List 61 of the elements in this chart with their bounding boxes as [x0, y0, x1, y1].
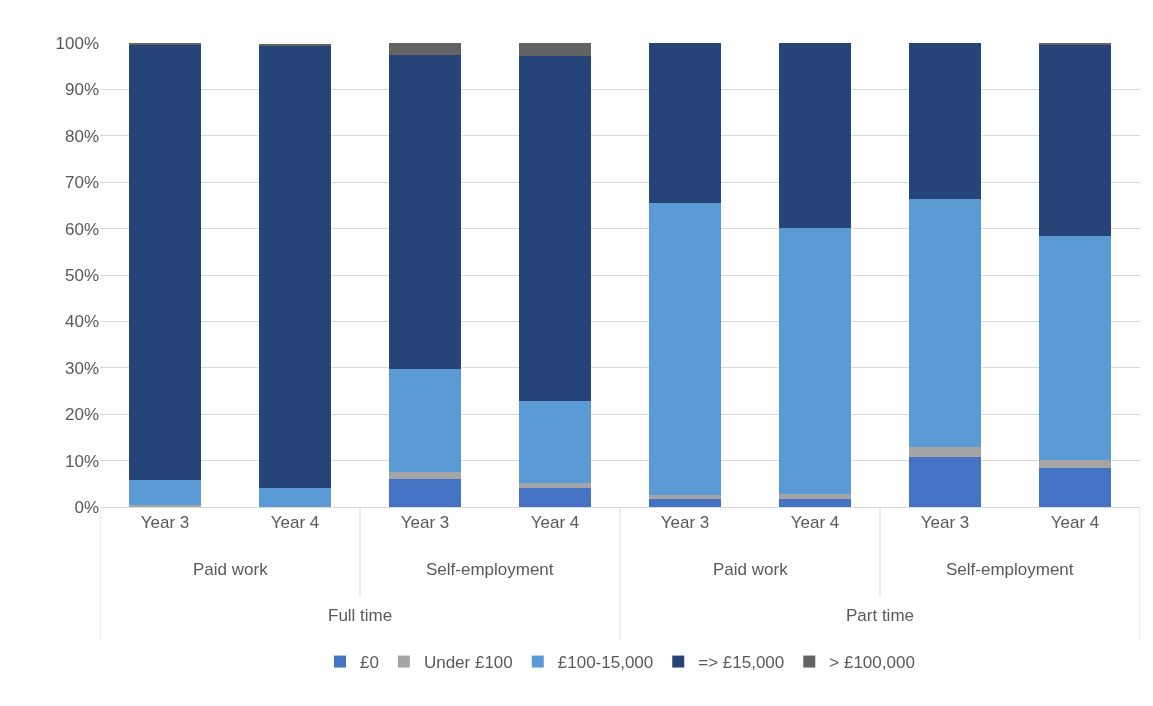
text: Self-employment [946, 560, 1074, 579]
x-tick-label: Year 4 [1050, 513, 1100, 533]
bar [259, 487, 331, 507]
bar [909, 43, 981, 199]
y-tick-label: 20% [64, 405, 99, 425]
bar [519, 401, 591, 483]
y-tick-label: 90% [64, 80, 99, 100]
bar [519, 43, 591, 56]
bar [1039, 44, 1111, 237]
legend-label: => £15,000 [698, 653, 785, 673]
y-tick-label: 0% [74, 497, 99, 517]
bar [519, 55, 591, 402]
bar [909, 456, 981, 507]
y-tick-label: 60% [64, 219, 99, 239]
bar [779, 43, 851, 228]
x-tick-label: Year 4 [790, 513, 840, 533]
y-tick-label: 40% [64, 312, 99, 332]
x-tick-label: Year 4 [530, 513, 580, 533]
bar [649, 203, 721, 495]
bar [519, 487, 591, 507]
bar [389, 54, 461, 370]
bar [1039, 460, 1111, 468]
bar [909, 446, 981, 457]
x-tick-label: Year 3 [400, 513, 450, 533]
y-tick-label: 70% [64, 173, 99, 193]
bar [909, 198, 981, 447]
text: Full time [328, 606, 393, 625]
text: Paid work [713, 560, 789, 579]
legend-label: > £100,000 [829, 653, 915, 673]
x-tick-label: Year 3 [660, 513, 710, 533]
bar [649, 494, 721, 499]
y-tick-label: 80% [64, 126, 99, 146]
legend-label: £100-15,000 [557, 653, 654, 673]
bar [389, 471, 461, 479]
y-tick-label: 50% [64, 265, 99, 285]
x-tick-label: Year 3 [920, 513, 970, 533]
x-tick-label: Year 3 [140, 513, 190, 533]
bar [1039, 236, 1111, 461]
text: Self-employment [426, 560, 554, 579]
bar [649, 43, 721, 204]
bar [1039, 467, 1111, 507]
bar [779, 227, 851, 494]
bar [519, 482, 591, 488]
y-tick-label: 30% [64, 358, 99, 378]
bar [649, 498, 721, 507]
bar [389, 43, 461, 55]
text: Paid work [193, 560, 269, 579]
legend-label: Under £100 [423, 653, 513, 673]
bar [779, 493, 851, 499]
y-tick-label: 100% [55, 33, 99, 53]
bar [259, 45, 331, 488]
bar [129, 44, 201, 480]
bar [779, 498, 851, 507]
text: Part time [846, 606, 915, 625]
legend-label: £0 [360, 653, 379, 673]
bar [129, 479, 201, 505]
x-tick-label: Year 4 [270, 513, 320, 533]
bar [259, 43, 331, 46]
bar [389, 478, 461, 507]
y-tick-label: 10% [64, 451, 99, 471]
bar [389, 369, 461, 472]
